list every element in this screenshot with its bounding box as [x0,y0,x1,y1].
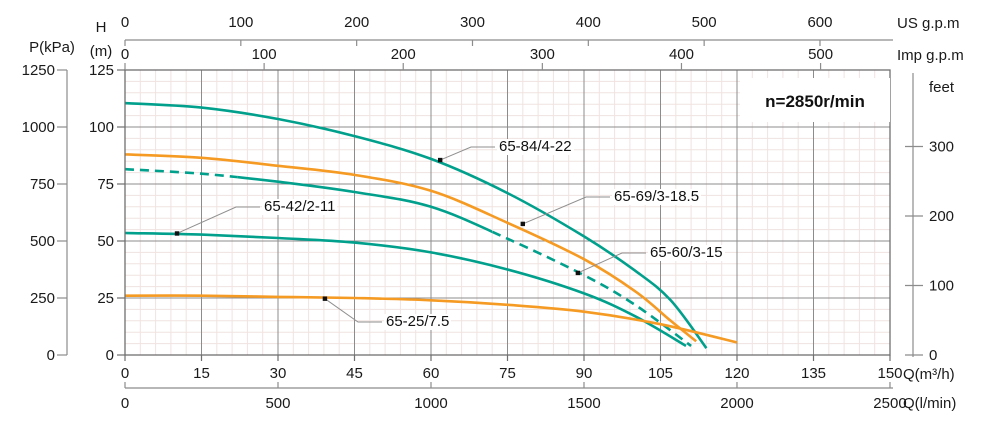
curve-65-69/3-18.5 [124,153,698,343]
curve-label-65-25-7-5: 65-25/7.5 [384,313,452,330]
imp-gpm-tick-100: 100 [252,46,277,63]
head-axis-title-line1: H [96,19,107,36]
curve-label-65-84-4-22: 65-84/4-22 [497,138,574,155]
curve-label-65-69-3-18-5: 65-69/3-18.5 [612,188,702,205]
flow-lmin-axis-title: Q(l/min) [903,395,956,412]
us-gpm-tick-100: 100 [228,14,253,31]
imp-gpm-tick-300: 300 [530,46,555,63]
curve-65-60/3-15 [237,175,493,234]
imp-gpm-tick-400: 400 [669,46,694,63]
pressure-kpa-tick-500: 500 [30,233,55,250]
pressure-kpa-tick-1000: 1000 [22,119,55,136]
flow-lmin-tick-2000: 2000 [720,395,753,412]
flow-m3h-tick-120: 120 [724,365,749,382]
curve-65-42/2-11 [124,231,687,348]
curve-65-84/4-22 [124,101,708,349]
label-leader-line [324,298,382,323]
curve-anchor-dot [520,221,525,227]
curve-65-25/7.5 [124,294,738,344]
flow-m3h-tick-135: 135 [801,365,826,382]
us-gpm-tick-600: 600 [807,14,832,31]
us-gpm-axis-title: US g.p.m [897,15,960,32]
pressure-kpa-tick-0: 0 [47,347,55,364]
pressure-kpa-tick-1250: 1250 [22,62,55,79]
imp-gpm-tick-500: 500 [808,46,833,63]
flow-m3h-tick-45: 45 [346,365,363,382]
feet-tick-300: 300 [929,139,954,156]
speed-note: n=2850r/min [765,92,865,111]
flow-m3h-tick-75: 75 [499,365,516,382]
flow-m3h-tick-30: 30 [270,365,287,382]
us-gpm-tick-500: 500 [692,14,717,31]
head-m-tick-100: 100 [89,119,114,136]
speed-note-box [740,78,890,122]
curve-anchor-dot [322,296,328,301]
imp-gpm-axis-title: Imp g.p.m [897,47,964,64]
pressure-kpa-tick-250: 250 [30,290,55,307]
curve-label-65-60-3-15: 65-60/3-15 [648,244,725,261]
feet-tick-0: 0 [929,347,937,364]
us-gpm-tick-0: 0 [121,14,129,31]
flow-lmin-tick-500: 500 [265,395,290,412]
curve-label-65-42-2-11: 65-42/2-11 [262,198,338,215]
flow-lmin-tick-1500: 1500 [567,395,600,412]
head-axis-title-line2: (m) [90,43,113,60]
flow-m3h-tick-105: 105 [648,365,673,382]
us-gpm-tick-200: 200 [344,14,369,31]
flow-lmin-tick-2500: 2500 [873,395,906,412]
label-leader-line [577,252,646,274]
label-leader-line [439,146,495,161]
head-m-tick-25: 25 [97,290,114,307]
flow-lmin-tick-1000: 1000 [414,395,447,412]
flow-m3h-tick-90: 90 [576,365,593,382]
head-m-tick-125: 125 [89,62,114,79]
head-m-tick-0: 0 [106,347,114,364]
us-gpm-tick-300: 300 [460,14,485,31]
imp-gpm-tick-0: 0 [121,46,129,63]
label-leader-line [176,206,260,234]
feet-tick-100: 100 [929,278,954,295]
feet-axis-title: feet [929,79,955,96]
head-m-tick-75: 75 [97,176,114,193]
curve-anchor-dot [575,270,581,276]
label-leader-line [522,196,610,225]
flow-m3h-tick-150: 150 [877,365,902,382]
curve-anchor-dot [174,231,180,236]
head-m-tick-50: 50 [97,233,114,250]
flow-m3h-tick-60: 60 [423,365,440,382]
pressure-axis-title: P(kPa) [29,39,75,56]
pressure-kpa-tick-750: 750 [30,176,55,193]
flow-m3h-axis-title: Q(m³/h) [903,366,955,383]
us-gpm-tick-400: 400 [576,14,601,31]
imp-gpm-tick-200: 200 [391,46,416,63]
flow-m3h-tick-0: 0 [121,365,129,382]
flow-m3h-tick-15: 15 [193,365,210,382]
curve-anchor-dot [437,157,443,163]
flow-lmin-tick-0: 0 [121,395,129,412]
feet-tick-200: 200 [929,208,954,225]
